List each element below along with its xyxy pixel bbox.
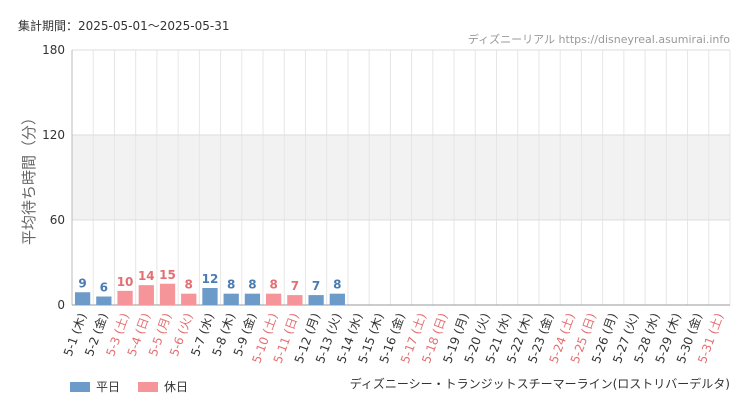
legend-swatch-holiday <box>138 381 159 392</box>
bar-10 <box>266 293 282 305</box>
period-label: 集計期間： <box>18 19 79 33</box>
legend-label-weekday: 平日 <box>96 380 121 394</box>
bar-4 <box>138 285 154 305</box>
value-label-7: 12 <box>202 272 219 286</box>
value-label-11: 7 <box>291 279 299 293</box>
bar-12 <box>308 295 324 305</box>
value-label-3: 10 <box>117 275 134 289</box>
legend: 平日 休日 <box>70 378 198 395</box>
bar-1 <box>74 292 91 305</box>
bar-2 <box>96 296 112 305</box>
bar-11 <box>287 295 303 305</box>
y-tick-label-3: 180 <box>42 43 65 57</box>
shaded-band <box>72 135 730 220</box>
bar-5 <box>159 283 176 305</box>
value-label-4: 14 <box>138 269 155 283</box>
bar-9 <box>244 293 261 305</box>
y-tick-label-0: 0 <box>57 298 65 312</box>
value-label-6: 8 <box>185 278 193 292</box>
value-label-10: 8 <box>269 278 277 292</box>
y-tick-label-2: 120 <box>42 128 65 142</box>
bar-8 <box>223 293 239 305</box>
period-range: 2025-05-01～2025-05-31 <box>78 19 230 33</box>
legend-swatch-weekday <box>70 381 90 392</box>
bar-7 <box>202 288 218 305</box>
bar-6 <box>181 293 197 305</box>
y-axis-title: 平均待ち時間（分） <box>20 110 38 245</box>
value-label-13: 8 <box>333 278 341 292</box>
legend-item-holiday[interactable]: 休日 <box>138 378 188 395</box>
value-label-1: 9 <box>78 276 86 290</box>
site-credit: ディズニーリアル https://disneyreal.asumirai.inf… <box>467 33 730 46</box>
legend-label-holiday: 休日 <box>164 380 189 394</box>
value-label-2: 6 <box>100 281 108 295</box>
value-label-12: 7 <box>312 279 320 293</box>
bar-13 <box>329 293 345 305</box>
value-label-5: 15 <box>159 268 176 282</box>
period-text: 集計期間：2025-05-01～2025-05-31 <box>18 17 230 34</box>
attraction-name: ディズニーシー・トランジットスチーマーライン(ロストリバーデルタ) <box>349 377 730 391</box>
y-tick-label-1: 60 <box>50 213 65 227</box>
bar-3 <box>117 290 133 305</box>
value-label-9: 8 <box>248 278 256 292</box>
legend-item-weekday[interactable]: 平日 <box>70 378 120 395</box>
value-label-8: 8 <box>227 278 235 292</box>
